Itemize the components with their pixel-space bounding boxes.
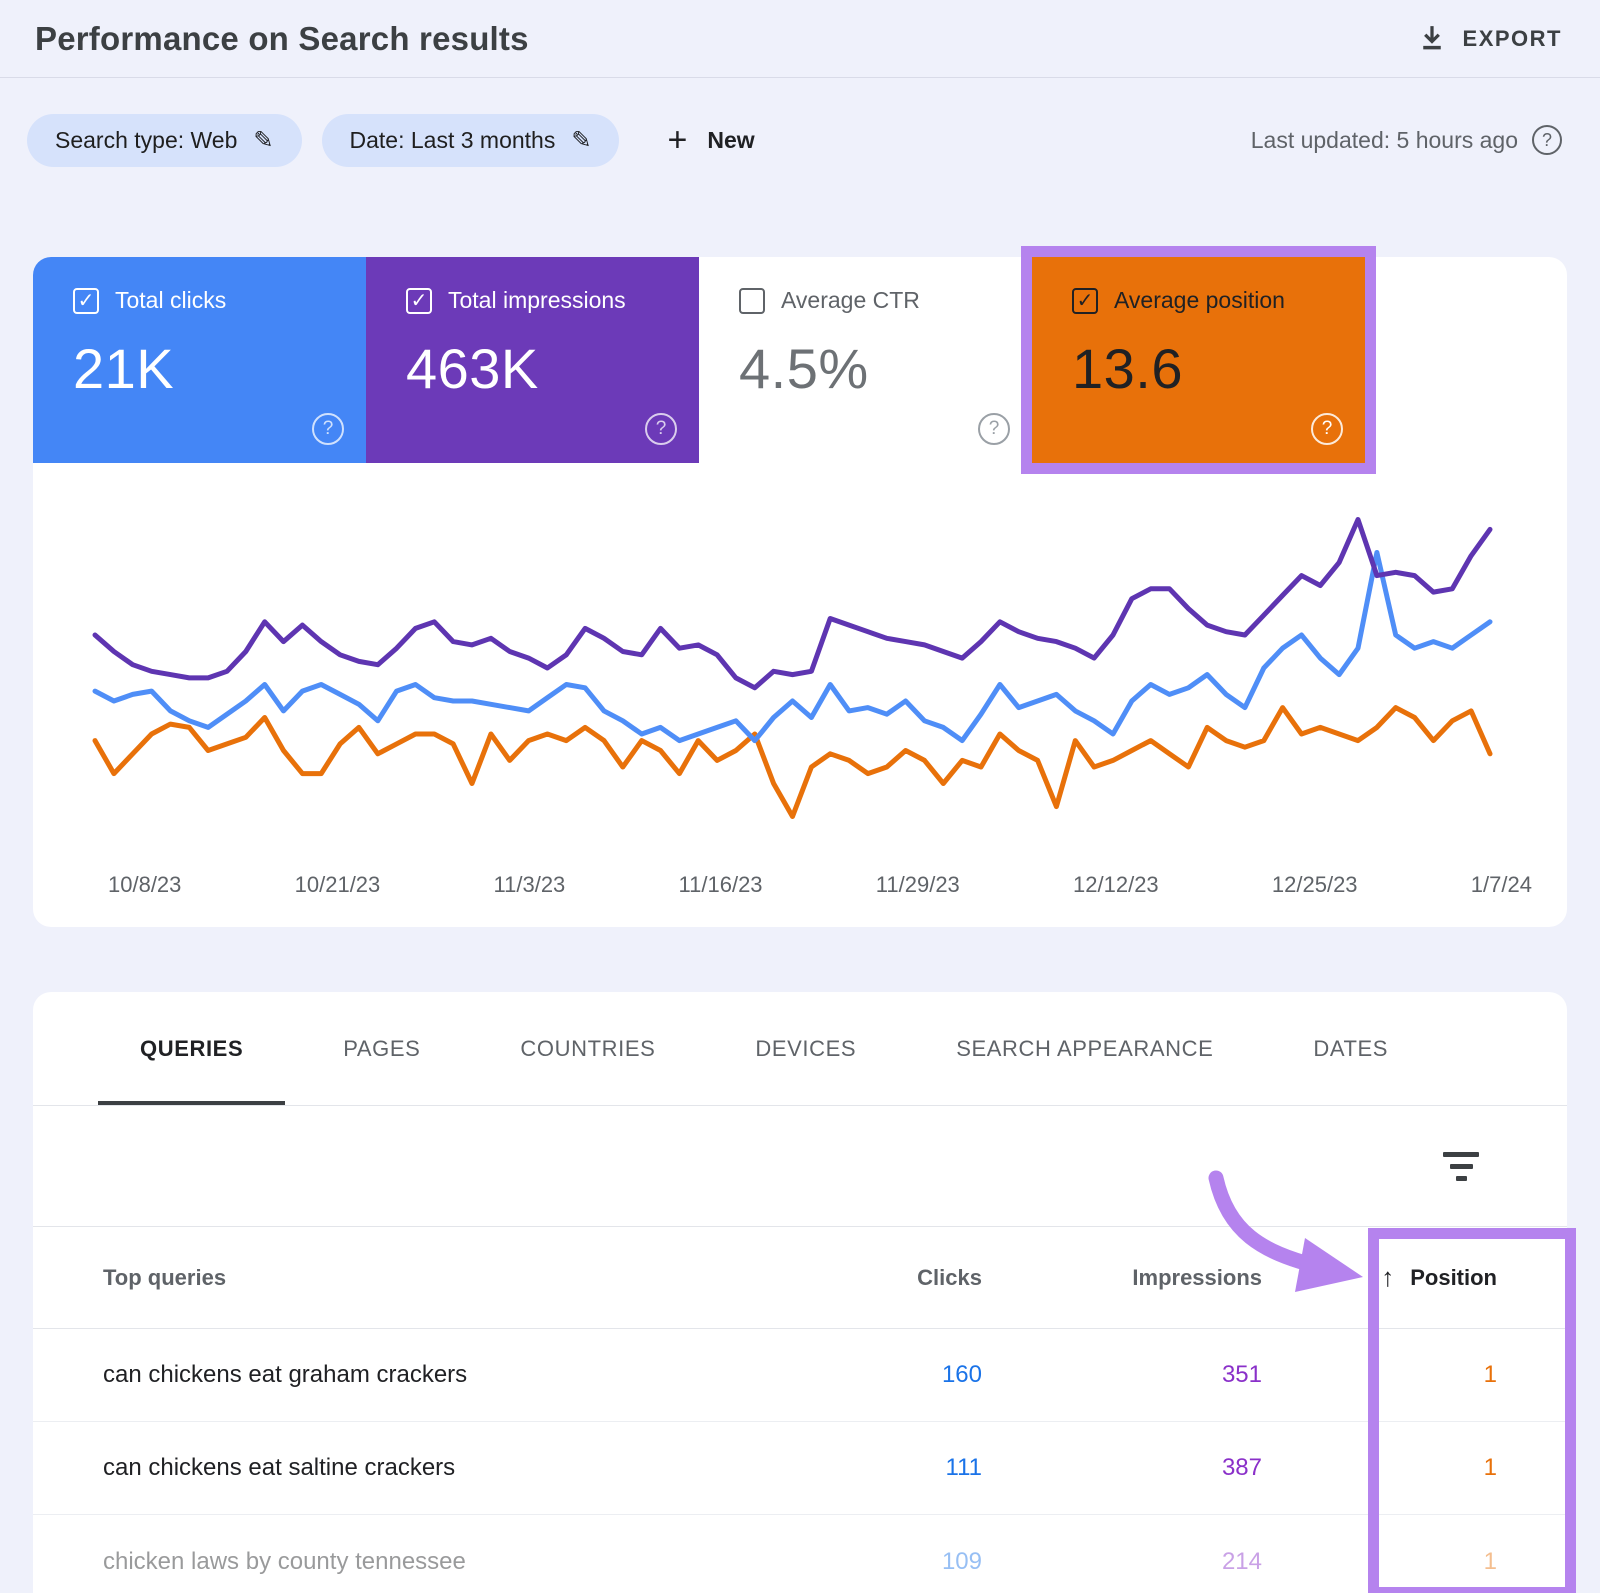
impressions-cell: 387 (982, 1454, 1262, 1482)
edit-pencil-icon[interactable]: ✎ (571, 126, 591, 155)
filter-list-icon[interactable] (1443, 1152, 1479, 1181)
table-row[interactable]: chicken laws by county tennessee1092141 (33, 1515, 1567, 1593)
export-label: EXPORT (1463, 26, 1562, 52)
metric-value: 21K (73, 336, 366, 401)
help-icon[interactable]: ? (1532, 125, 1562, 155)
metric-value: 13.6 (1072, 336, 1365, 401)
performance-page: Performance on Search results EXPORT Sea… (0, 0, 1600, 1593)
chart-line-average-position (95, 708, 1490, 817)
metric-label: Total clicks (115, 287, 226, 314)
tab-queries[interactable]: QUERIES (98, 992, 285, 1105)
page-title: Performance on Search results (35, 20, 529, 58)
x-axis-tick: 1/7/24 (1471, 872, 1532, 898)
clicks-cell: 109 (722, 1548, 982, 1576)
tab-pages[interactable]: PAGES (301, 992, 462, 1105)
help-icon[interactable]: ? (645, 413, 677, 445)
table-row[interactable]: can chickens eat saltine crackers1113871 (33, 1422, 1567, 1515)
queries-table-card: QUERIESPAGESCOUNTRIESDEVICESSEARCH APPEA… (33, 992, 1567, 1593)
position-cell: 1 (1262, 1548, 1497, 1576)
metric-tiles: ✓ Total clicks 21K? ✓ Total impressions 463K?… (33, 257, 1567, 463)
column-header-impressions[interactable]: Impressions (982, 1265, 1262, 1291)
x-axis-tick: 11/16/23 (679, 872, 763, 898)
help-icon[interactable]: ? (1311, 413, 1343, 445)
query-cell[interactable]: can chickens eat graham crackers (103, 1361, 722, 1389)
search-type-label: Search type: Web (55, 127, 237, 154)
clicks-cell: 111 (722, 1454, 982, 1482)
date-range-chip[interactable]: Date: Last 3 months ✎ (322, 114, 620, 167)
query-cell[interactable]: chicken laws by county tennessee (103, 1548, 722, 1576)
metric-tile-average-ctr[interactable]: Average CTR 4.5%? (699, 257, 1032, 463)
metric-tile-total-clicks[interactable]: ✓ Total clicks 21K? (33, 257, 366, 463)
table-row[interactable]: can chickens eat graham crackers1603511 (33, 1329, 1567, 1422)
metric-tile-average-position[interactable]: ✓ Average position 13.6? (1032, 257, 1365, 463)
metrics-chart-card: ✓ Total clicks 21K? ✓ Total impressions 463K?… (33, 257, 1567, 927)
help-icon[interactable]: ? (312, 413, 344, 445)
x-axis-tick: 10/8/23 (108, 872, 181, 898)
search-type-chip[interactable]: Search type: Web ✎ (27, 114, 302, 167)
impressions-cell: 351 (982, 1361, 1262, 1389)
position-header-label: Position (1410, 1265, 1497, 1291)
top-bar: Performance on Search results EXPORT (0, 0, 1600, 78)
chart-x-axis-labels: 10/8/23 10/21/23 11/3/23 11/16/23 11/29/23 12… (108, 872, 1532, 898)
filter-row: Search type: Web ✎ Date: Last 3 months ✎… (27, 113, 1562, 167)
x-axis-tick: 12/12/23 (1073, 872, 1159, 898)
impressions-cell: 214 (982, 1548, 1262, 1576)
dimension-tabs: QUERIESPAGESCOUNTRIESDEVICESSEARCH APPEA… (33, 992, 1567, 1106)
x-axis-tick: 11/3/23 (494, 872, 566, 898)
last-updated-text: Last updated: 5 hours ago (1251, 127, 1518, 154)
edit-pencil-icon[interactable]: ✎ (253, 126, 273, 155)
position-cell: 1 (1262, 1454, 1497, 1482)
performance-chart[interactable] (33, 463, 1567, 863)
metric-label: Total impressions (448, 287, 626, 314)
tab-devices[interactable]: DEVICES (713, 992, 898, 1105)
column-header-top-queries[interactable]: Top queries (103, 1265, 722, 1291)
column-header-clicks[interactable]: Clicks (722, 1265, 982, 1291)
metric-label: Average position (1114, 287, 1285, 314)
download-icon (1417, 24, 1447, 54)
metric-label: Average CTR (781, 287, 920, 314)
tab-countries[interactable]: COUNTRIES (478, 992, 697, 1105)
date-range-label: Date: Last 3 months (350, 127, 556, 154)
new-filter-button[interactable]: + New (667, 123, 754, 157)
sort-ascending-icon: ↑ (1381, 1262, 1394, 1293)
metric-checkbox[interactable]: ✓ (73, 288, 99, 314)
clicks-cell: 160 (722, 1361, 982, 1389)
last-updated: Last updated: 5 hours ago ? (1251, 125, 1562, 155)
chart-line-total-impressions (95, 520, 1490, 688)
x-axis-tick: 12/25/23 (1272, 872, 1358, 898)
tab-dates[interactable]: DATES (1271, 992, 1430, 1105)
tab-search-appearance[interactable]: SEARCH APPEARANCE (914, 992, 1255, 1105)
export-button[interactable]: EXPORT (1417, 24, 1562, 54)
metric-tile-total-impressions[interactable]: ✓ Total impressions 463K? (366, 257, 699, 463)
metric-checkbox[interactable]: ✓ (406, 288, 432, 314)
x-axis-tick: 11/29/23 (876, 872, 960, 898)
x-axis-tick: 10/21/23 (295, 872, 381, 898)
column-header-position[interactable]: ↑ Position (1262, 1262, 1497, 1293)
position-cell: 1 (1262, 1361, 1497, 1389)
plus-icon: + (667, 123, 687, 157)
metric-checkbox[interactable]: ✓ (1072, 288, 1098, 314)
help-icon[interactable]: ? (978, 413, 1010, 445)
table-header-row: Top queriesClicksImpressions ↑ Position (33, 1227, 1567, 1329)
metric-value: 463K (406, 336, 699, 401)
table-toolbar (33, 1106, 1567, 1227)
new-filter-label: New (707, 127, 754, 154)
table-body: can chickens eat graham crackers1603511c… (33, 1329, 1567, 1593)
query-cell[interactable]: can chickens eat saltine crackers (103, 1454, 722, 1482)
metric-checkbox[interactable] (739, 288, 765, 314)
metric-value: 4.5% (739, 336, 1032, 401)
